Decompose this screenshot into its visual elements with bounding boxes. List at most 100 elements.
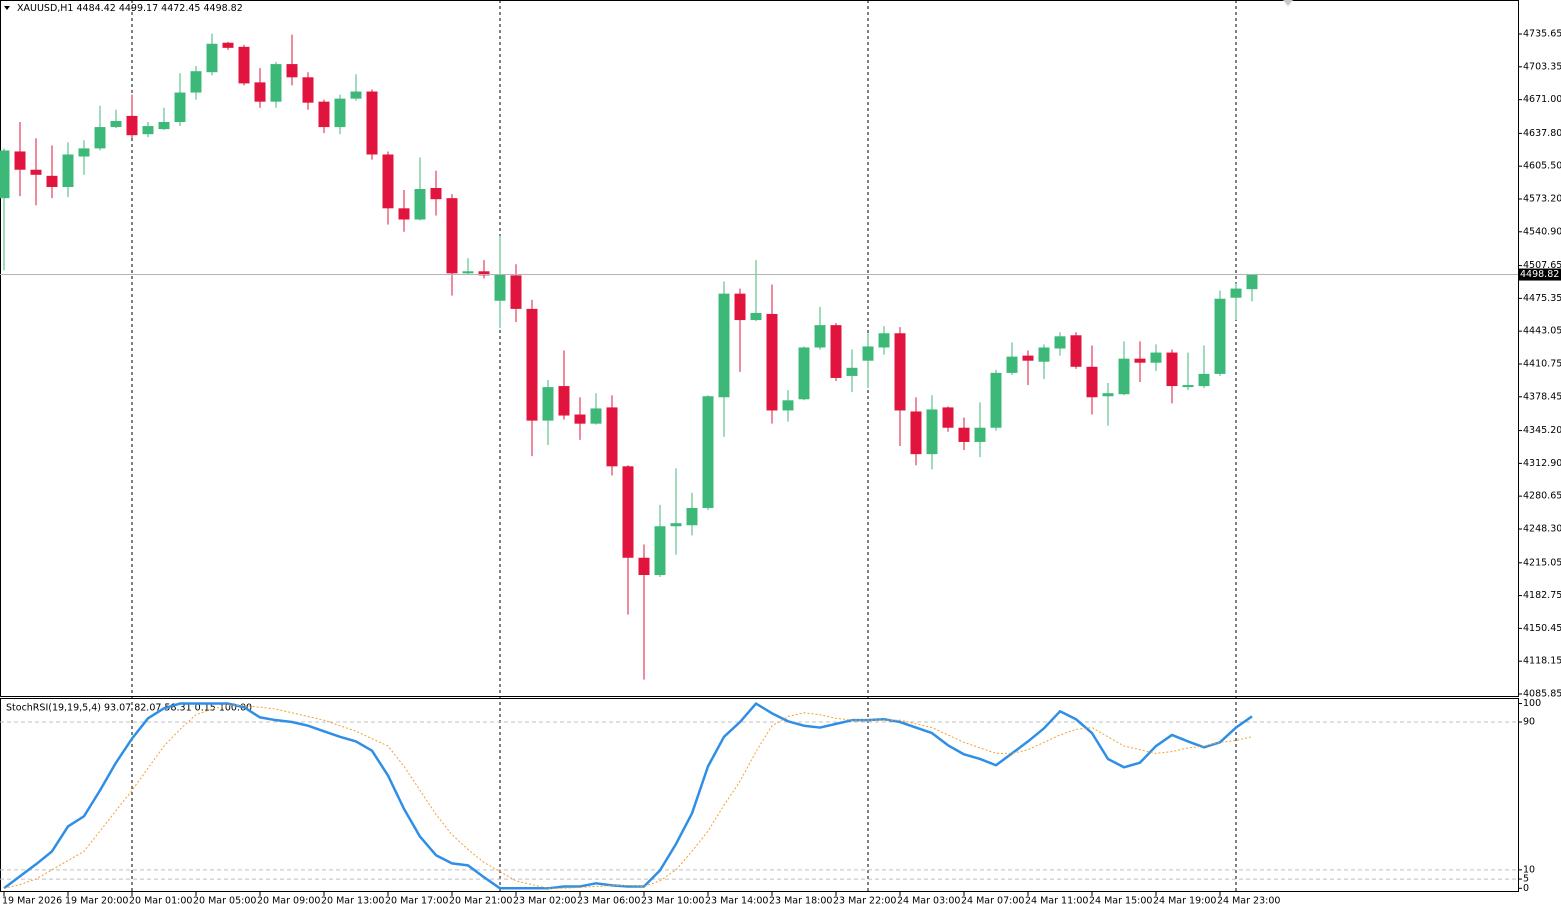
time-label: 20 Mar 17:00 [385, 896, 448, 907]
price-tick-label: 4735.65 [1523, 28, 1561, 39]
candle-body [382, 154, 394, 209]
candle-body [446, 198, 458, 274]
price-tick-label: 4671.00 [1523, 94, 1561, 105]
candle-body [14, 151, 26, 170]
indicator-tick-label: 0 [1523, 883, 1529, 894]
candle-body [206, 43, 218, 73]
close-value: 4498.82 [203, 3, 242, 14]
time-label: 24 Mar 23:00 [1217, 896, 1280, 907]
candle-body [286, 64, 298, 78]
candle-body [1086, 366, 1098, 398]
time-label: 23 Mar 10:00 [641, 896, 704, 907]
candle-body [1214, 298, 1226, 374]
candle-body [190, 71, 202, 93]
time-label: 23 Mar 02:00 [513, 896, 576, 907]
candle-body [398, 208, 410, 220]
time-label: 24 Mar 03:00 [897, 896, 960, 907]
price-panel [0, 0, 1519, 697]
time-label: 20 Mar 05:00 [193, 896, 256, 907]
candle-body [158, 121, 170, 130]
indicator-tick-label: 100 [1523, 698, 1541, 709]
candle-body [366, 91, 378, 155]
indicator-panel [0, 698, 1519, 892]
time-label: 20 Mar 13:00 [321, 896, 384, 907]
candle-body [846, 367, 858, 376]
candle-body [1022, 355, 1034, 361]
candle-body [270, 64, 282, 102]
price-tick-label: 4118.15 [1523, 656, 1561, 667]
symbol: XAUUSD,H1 [17, 3, 73, 14]
candle-body [334, 98, 346, 128]
price-tick-label: 4280.65 [1523, 491, 1561, 502]
candle-body [238, 46, 250, 84]
candle-body [574, 414, 586, 424]
price-tick-label: 4215.05 [1523, 557, 1561, 568]
indicator-title: StochRSI(19,19,5,4) 93.07 82.07 58.31 0.… [6, 703, 252, 714]
candle-body [638, 557, 650, 576]
candle-body [126, 115, 138, 136]
candle-body [1150, 352, 1162, 363]
time-label: 24 Mar 07:00 [961, 896, 1024, 907]
current-price-label: 4498.82 [1520, 269, 1559, 280]
price-tick-label: 4703.35 [1523, 61, 1561, 72]
indicator-line [3, 702, 1253, 890]
candle-body [702, 396, 714, 508]
price-tick-label: 4637.80 [1523, 128, 1561, 139]
price-tick-label: 4540.90 [1523, 226, 1561, 237]
price-tick-label: 4312.90 [1523, 458, 1561, 469]
price-tick-label: 4507.65 [1523, 260, 1561, 271]
candle-body [1118, 358, 1130, 395]
candle-body [414, 189, 426, 220]
candle-body [894, 333, 906, 411]
candle-body [782, 400, 794, 411]
candle-body [1134, 358, 1146, 363]
candle-body [526, 308, 538, 421]
candle-body [942, 407, 954, 428]
price-tick-label: 4182.75 [1523, 590, 1561, 601]
candle-body [606, 407, 618, 467]
candle-body [814, 325, 826, 348]
candle-body [734, 293, 746, 321]
indicator-line [3, 704, 1253, 889]
low-value: 4472.45 [161, 3, 200, 14]
shift-marker [1283, 0, 1293, 6]
candle-body [718, 293, 730, 398]
time-label: 23 Mar 18:00 [769, 896, 832, 907]
price-tick-label: 4378.45 [1523, 391, 1561, 402]
candle-body [430, 188, 442, 200]
candle-body [910, 411, 922, 455]
time-label: 19 Mar 2026 [2, 896, 62, 907]
candle-body [174, 92, 186, 122]
price-tick-label: 4443.05 [1523, 326, 1561, 337]
candle-body [686, 507, 698, 526]
price-tick-label: 4573.20 [1523, 193, 1561, 204]
candle-body [622, 466, 634, 558]
candle-body [670, 523, 682, 527]
collapse-arrow[interactable] [4, 6, 10, 10]
price-tick-label: 4248.30 [1523, 523, 1561, 534]
candle-body [78, 148, 90, 157]
candle-body [1230, 288, 1242, 298]
price-tick-label: 4085.85 [1523, 689, 1561, 700]
price-tick-label: 4345.20 [1523, 425, 1561, 436]
candle-body [46, 175, 58, 187]
candle-body [62, 154, 74, 187]
candle-body [1166, 352, 1178, 387]
candle-body [222, 42, 234, 48]
candle-body [30, 169, 42, 175]
candle-body [318, 101, 330, 128]
candle-body [766, 313, 778, 411]
candle-body [142, 126, 154, 135]
indicator-tick-label: 5 [1523, 874, 1529, 885]
candle-body [94, 127, 106, 149]
candle-body [0, 150, 10, 199]
price-tick-label: 4410.75 [1523, 358, 1561, 369]
candle-body [1198, 373, 1210, 387]
candle-body [478, 271, 490, 276]
candle-body [462, 271, 474, 274]
time-label: 24 Mar 15:00 [1089, 896, 1152, 907]
candle-body [1070, 335, 1082, 367]
candle-body [1038, 347, 1050, 362]
